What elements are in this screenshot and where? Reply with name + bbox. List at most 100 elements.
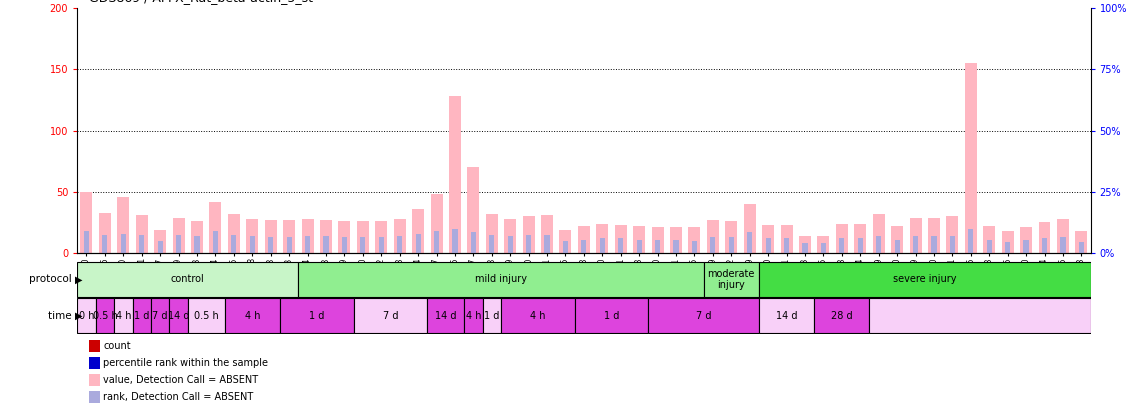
Text: 4 h: 4 h <box>531 311 545 321</box>
Bar <box>728 237 734 253</box>
Bar <box>649 298 759 333</box>
Bar <box>139 235 144 253</box>
Bar <box>799 236 811 253</box>
Bar <box>1038 222 1051 253</box>
Text: count: count <box>103 341 131 351</box>
Bar <box>894 240 900 253</box>
Bar <box>279 298 353 333</box>
Bar <box>872 214 885 253</box>
Text: 14 d: 14 d <box>435 311 457 321</box>
Bar <box>398 236 402 253</box>
Bar <box>173 217 184 253</box>
Bar <box>858 239 863 253</box>
Bar <box>913 236 918 253</box>
Bar <box>725 221 737 253</box>
Bar <box>1056 219 1069 253</box>
Text: control: control <box>170 275 204 284</box>
Bar <box>504 219 516 253</box>
Bar <box>286 237 292 253</box>
Bar <box>102 235 108 253</box>
Bar <box>670 227 682 253</box>
Text: mild injury: mild injury <box>475 275 527 284</box>
Bar <box>950 236 955 253</box>
Bar <box>324 236 328 253</box>
Bar <box>784 239 790 253</box>
Bar <box>1076 231 1087 253</box>
Bar <box>412 209 424 253</box>
Bar <box>652 227 663 253</box>
Text: 4 h: 4 h <box>244 311 260 321</box>
Bar <box>247 219 258 253</box>
Bar <box>465 298 483 333</box>
Text: ▶: ▶ <box>75 311 83 321</box>
Bar <box>802 243 808 253</box>
Bar <box>615 225 627 253</box>
Text: 7 d: 7 d <box>383 311 399 321</box>
Bar <box>703 262 759 297</box>
Bar <box>339 221 350 253</box>
Bar <box>1079 242 1084 253</box>
Bar <box>655 240 660 253</box>
Bar <box>483 298 501 333</box>
Bar <box>526 235 532 253</box>
Bar <box>301 219 314 253</box>
Bar <box>228 214 240 253</box>
Bar <box>818 236 829 253</box>
Bar <box>77 298 95 333</box>
Bar <box>133 298 151 333</box>
Bar <box>578 226 590 253</box>
Bar <box>508 236 512 253</box>
Bar <box>135 215 148 253</box>
Bar <box>470 232 476 253</box>
Bar <box>762 225 774 253</box>
Bar <box>582 240 586 253</box>
Text: percentile rank within the sample: percentile rank within the sample <box>103 358 268 368</box>
Bar <box>1060 237 1066 253</box>
Bar <box>932 236 936 253</box>
Bar <box>151 298 169 333</box>
Bar <box>869 298 1091 333</box>
Bar <box>342 237 346 253</box>
Bar <box>268 237 274 253</box>
Bar <box>984 226 995 253</box>
Bar <box>304 236 310 253</box>
Bar <box>320 220 332 253</box>
Bar <box>876 236 882 253</box>
Bar <box>95 298 114 333</box>
Text: 1 d: 1 d <box>604 311 619 321</box>
Bar <box>501 298 575 333</box>
Bar <box>283 220 295 253</box>
Bar <box>707 220 719 253</box>
Bar <box>176 235 181 253</box>
Text: 0.5 h: 0.5 h <box>194 311 218 321</box>
Bar <box>77 262 299 297</box>
Bar <box>375 221 387 253</box>
Bar <box>434 231 440 253</box>
Text: moderate
injury: moderate injury <box>708 269 755 290</box>
Bar <box>250 236 254 253</box>
Text: 28 d: 28 d <box>832 311 853 321</box>
Bar <box>486 214 498 253</box>
Bar <box>987 240 992 253</box>
Text: 1 d: 1 d <box>484 311 500 321</box>
Bar <box>747 232 752 253</box>
Text: 7 d: 7 d <box>152 311 168 321</box>
Bar <box>523 216 535 253</box>
Bar <box>212 231 218 253</box>
Bar <box>836 224 847 253</box>
Bar <box>759 262 1091 297</box>
Text: rank, Detection Call = ABSENT: rank, Detection Call = ABSENT <box>103 392 253 402</box>
Bar <box>840 239 844 253</box>
Bar <box>81 192 92 253</box>
Text: ▶: ▶ <box>75 275 83 284</box>
Bar <box>600 239 604 253</box>
Bar <box>490 235 494 253</box>
Bar <box>766 239 770 253</box>
Bar <box>560 230 571 253</box>
Bar <box>563 241 568 253</box>
Bar <box>452 228 458 253</box>
Bar <box>618 239 624 253</box>
Text: time: time <box>48 311 75 321</box>
Bar <box>891 226 903 253</box>
Bar <box>84 231 89 253</box>
